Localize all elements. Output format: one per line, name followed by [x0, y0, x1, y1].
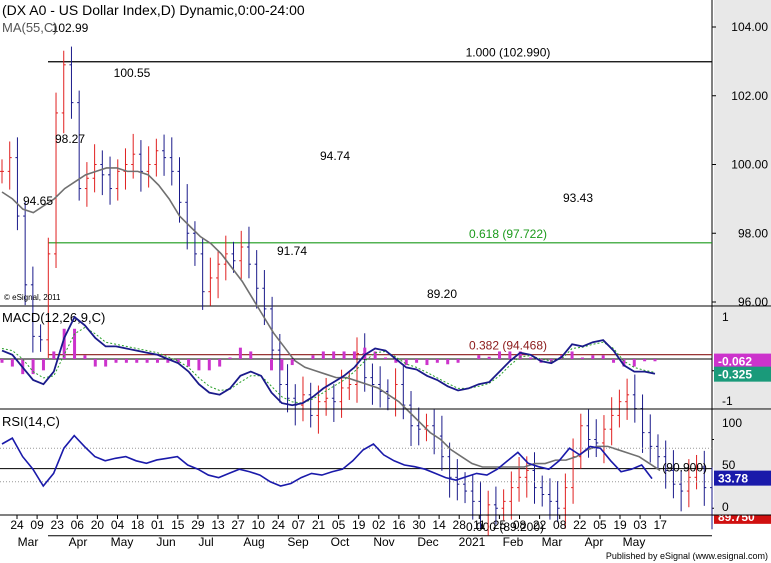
macd-signal-line: [1, 326, 656, 404]
rsi-line: [1, 434, 653, 488]
price-annotation: 91.74: [277, 244, 307, 258]
x-month-label: Mar: [542, 535, 563, 549]
price-annotation: 102.99: [52, 21, 89, 35]
rsi-tick-label: 50: [722, 458, 736, 472]
price-annotation: 94.74: [320, 149, 350, 163]
x-tick-label: 15: [171, 518, 185, 532]
x-tick-label: 17: [654, 518, 668, 532]
macd-tick-label: 1: [722, 310, 729, 324]
x-tick-label: 01: [151, 518, 165, 532]
rsi-badge: [714, 470, 771, 486]
x-tick-label: 22: [573, 518, 587, 532]
rsi-panel: RSI(14,C) 100 50 0 33.78: [0, 410, 771, 516]
ma-label: MA(55,C): [2, 20, 58, 35]
x-tick-label: 02: [372, 518, 386, 532]
x-axis: 24 09 23 06 20 04 18 01 15 29 13 27 10 24 07 21 05 19 02 16…: [10, 515, 667, 549]
x-month-label: Apr: [69, 535, 88, 549]
x-month-label: Apr: [585, 535, 604, 549]
x-tick-label: 16: [392, 518, 406, 532]
x-tick-label: 14: [432, 518, 446, 532]
rsi-title: RSI(14,C): [2, 414, 60, 429]
price-tick-label: 96.00: [738, 295, 768, 309]
macd-badge-label: -0.325: [718, 368, 752, 382]
x-tick-label: 13: [211, 518, 225, 532]
macd-badge: [714, 366, 771, 382]
x-month-label: Aug: [243, 535, 264, 549]
ma-line: [1, 167, 661, 472]
x-month-label: Sep: [287, 535, 309, 549]
rsi-badge-label: 33.78: [718, 472, 748, 486]
x-tick-label: 09: [30, 518, 44, 532]
x-tick-label: 25: [493, 518, 507, 532]
price-tick-label: 100.00: [731, 158, 768, 172]
x-tick-label: 24: [272, 518, 286, 532]
macd-line: [1, 315, 656, 407]
x-month-label: Jun: [156, 535, 175, 549]
copyright-text: © eSignal, 2011: [4, 293, 61, 302]
fib-level-label: 1.000 (102.990): [466, 46, 551, 60]
macd-tick-label: -1: [722, 394, 733, 408]
macd-title: MACD(12,26,9,C): [2, 310, 105, 325]
x-tick-label: 07: [292, 518, 306, 532]
x-tick-label: 08: [513, 518, 527, 532]
price-annotation: 89.20: [427, 287, 457, 301]
x-tick-label: 22: [533, 518, 547, 532]
x-month-label: May: [111, 535, 134, 549]
macd-badge: [714, 353, 771, 369]
fib-level-label: 0.382 (94.468): [469, 339, 547, 353]
x-tick-label: 20: [91, 518, 105, 532]
x-tick-label: 23: [51, 518, 65, 532]
price-annotation: 98.27: [55, 132, 85, 146]
rsi-axis-band: [714, 410, 771, 515]
x-tick-label: 05: [593, 518, 607, 532]
fib-level-label: 0.000 (89.200): [466, 520, 544, 534]
x-tick-label: 10: [252, 518, 266, 532]
x-month-label: Dec: [417, 535, 438, 549]
price-annotation: 94.65: [23, 194, 53, 208]
x-month-label: Oct: [331, 535, 350, 549]
x-tick-label: 29: [191, 518, 205, 532]
x-tick-label: 19: [352, 518, 366, 532]
fib-level-label: 0.618 (97.722): [469, 227, 547, 241]
x-month-label: Feb: [503, 535, 524, 549]
rsi-tick-label: 0: [722, 500, 729, 514]
price-annotation: 93.43: [563, 191, 593, 205]
x-month-label: 2021: [459, 535, 486, 549]
rsi-tick-label: 100: [722, 416, 742, 430]
x-tick-label: 30: [412, 518, 426, 532]
price-tick-label: 104.00: [731, 20, 768, 34]
price-axis-band: [714, 0, 771, 306]
ma-value-label: (90.900): [662, 460, 707, 474]
x-tick-label: 03: [633, 518, 647, 532]
x-tick-label: 04: [111, 518, 125, 532]
chart-title: (DX A0 - US Dollar Index,D) Dynamic,0:00…: [2, 2, 305, 18]
x-tick-label: 18: [131, 518, 145, 532]
x-tick-label: 24: [10, 518, 24, 532]
footer-text: Published by eSignal (www.esignal.com): [606, 551, 768, 561]
x-month-label: Jul: [198, 535, 213, 549]
x-tick-label: 06: [71, 518, 85, 532]
x-tick-label: 28: [453, 518, 467, 532]
x-tick-label: 27: [231, 518, 245, 532]
x-month-label: Nov: [373, 535, 394, 549]
macd-badge-label: -0.062: [718, 355, 752, 369]
x-tick-label: 19: [613, 518, 627, 532]
price-annotation: 100.55: [114, 66, 151, 80]
x-tick-label: 21: [312, 518, 326, 532]
x-month-label: May: [623, 535, 646, 549]
x-tick-label: 08: [553, 518, 567, 532]
macd-panel: MACD(12,26,9,C) 1 -1 -0.062-0.325: [0, 307, 771, 410]
x-month-label: Mar: [18, 535, 39, 549]
x-tick-label: 05: [332, 518, 346, 532]
x-tick-label: 11: [473, 518, 486, 532]
price-tick-label: 102.00: [731, 89, 768, 103]
price-tick-label: 98.00: [738, 226, 768, 240]
